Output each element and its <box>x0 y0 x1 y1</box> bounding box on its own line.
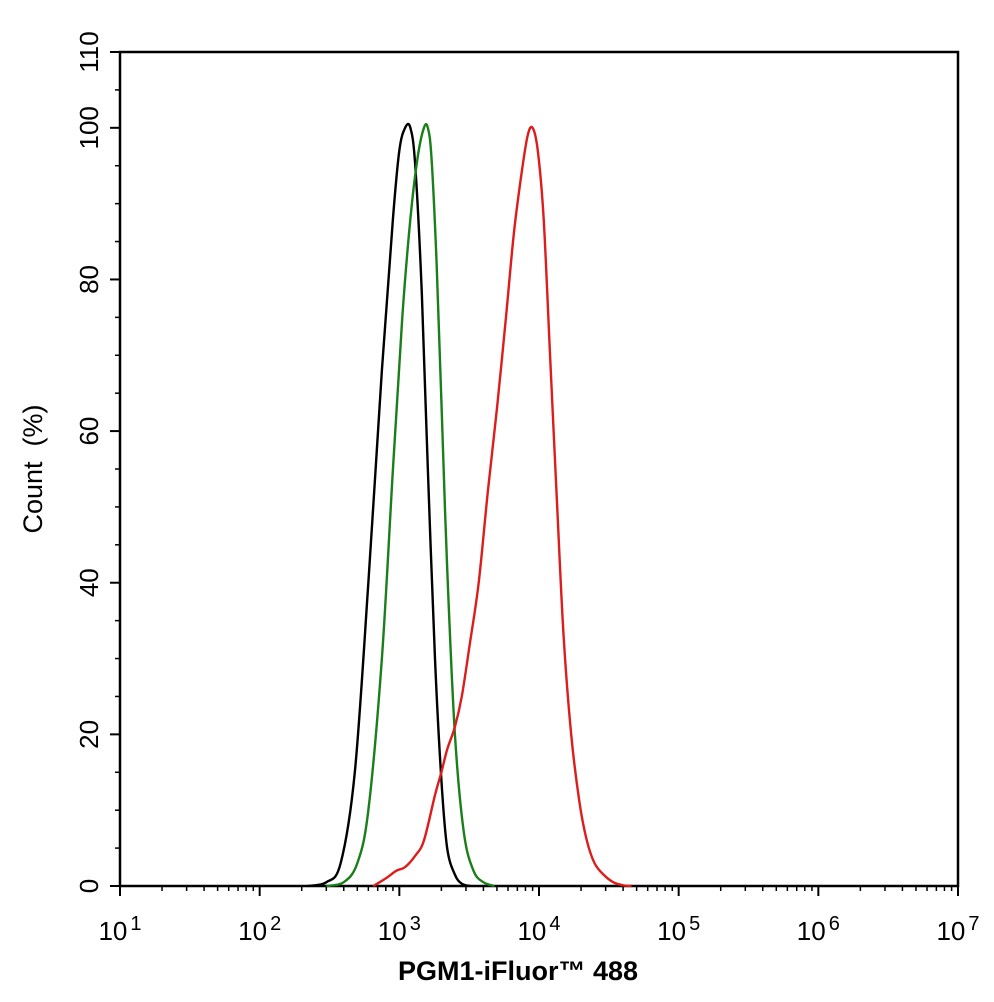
x-tick-label: 10 2 <box>238 913 281 946</box>
series-line-3 <box>372 125 632 888</box>
y-tick-label: 110 <box>74 31 104 72</box>
x-tick-label: 10 5 <box>657 913 700 946</box>
y-tick-labels: 0 20 40 60 80 100 110 <box>74 31 104 893</box>
y-tick-label: 40 <box>74 568 104 597</box>
x-tick-label: 10 1 <box>98 913 141 946</box>
major-ticks <box>110 51 959 896</box>
y-tick-label: 20 <box>74 720 104 749</box>
y-tick-label: 60 <box>74 417 104 446</box>
minor-ticks <box>115 89 953 891</box>
series-line-2 <box>326 122 495 888</box>
series-lines <box>307 122 632 888</box>
y-tick-label: 0 <box>74 879 104 893</box>
x-tick-label: 10 4 <box>517 913 560 946</box>
y-tick-label: 100 <box>74 106 104 149</box>
x-tick-label: 10 3 <box>378 913 421 946</box>
x-axis-title: PGM1-iFluor™ 488 <box>398 956 638 986</box>
x-tick-label: 10 7 <box>936 913 979 946</box>
series-line-1 <box>307 122 471 888</box>
y-tick-label: 80 <box>74 265 104 294</box>
plot-frame <box>118 50 960 888</box>
x-tick-labels: 10 1 10 2 10 3 10 4 10 5 10 6 10 7 <box>98 913 979 946</box>
x-tick-label: 10 6 <box>797 913 840 946</box>
y-axis-title: Count (%) <box>18 404 48 533</box>
